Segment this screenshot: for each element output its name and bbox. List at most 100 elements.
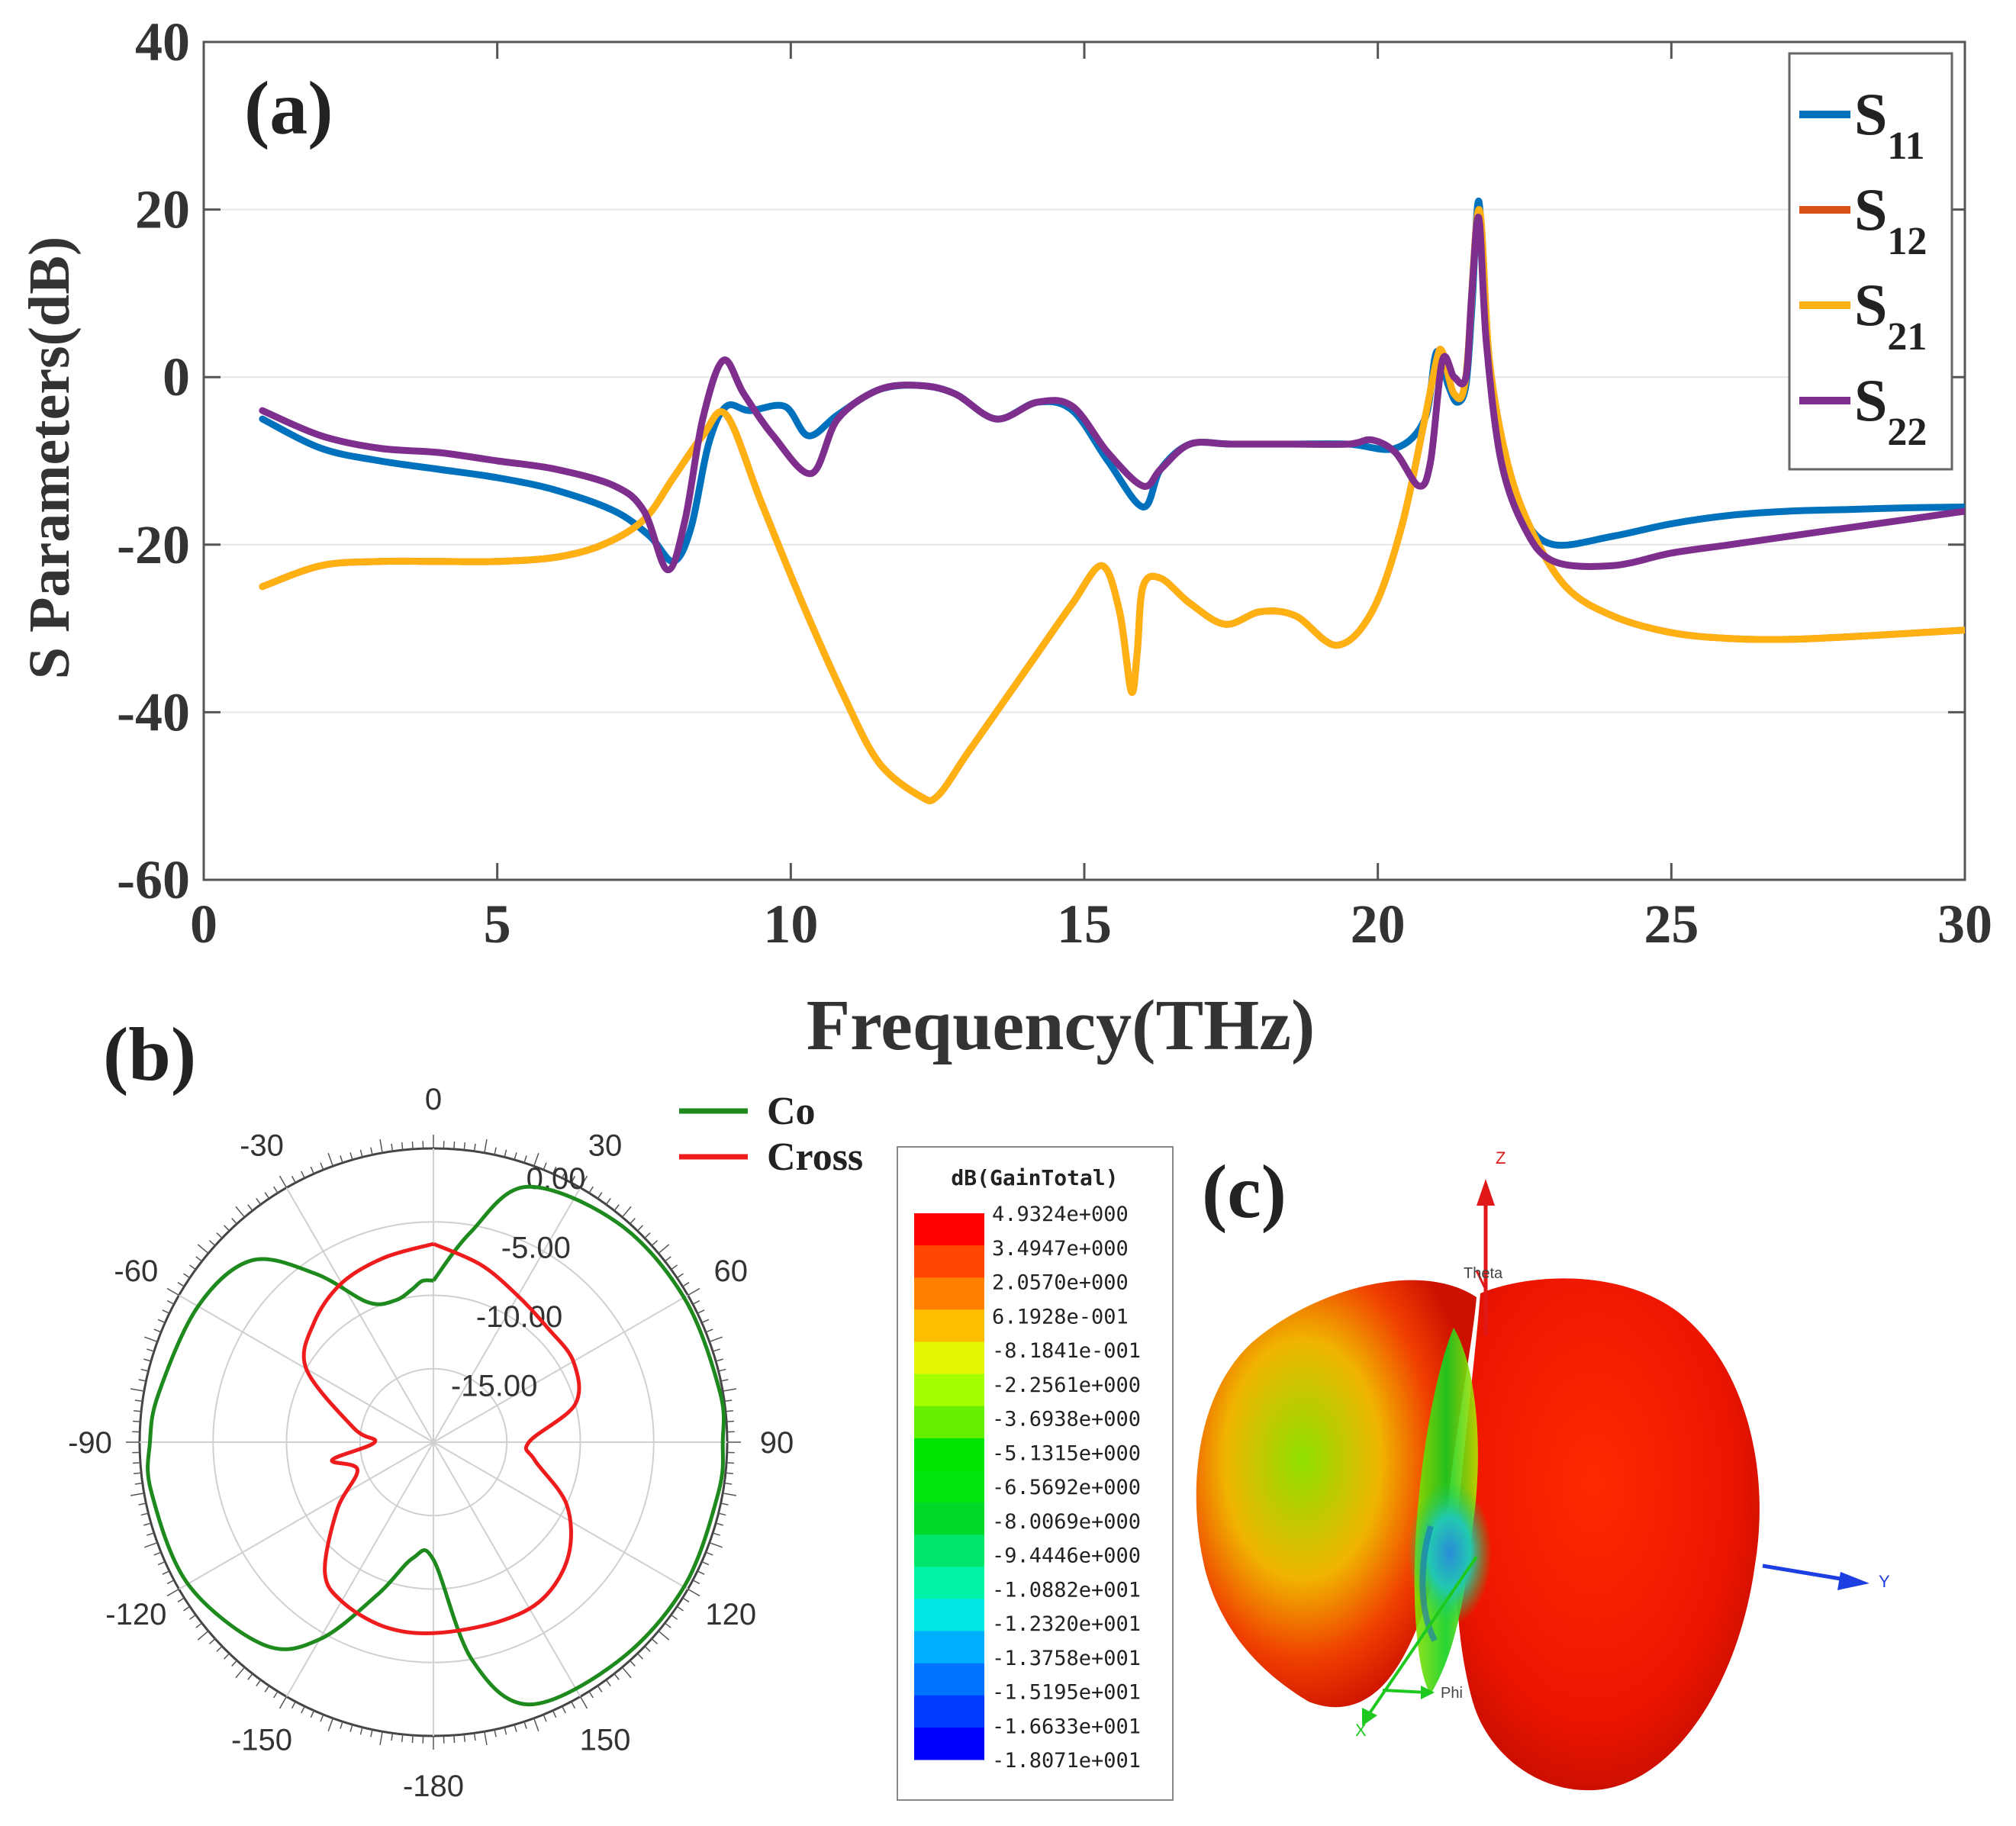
polar-tick-mark bbox=[153, 1551, 162, 1556]
polar-tick-mark bbox=[349, 1724, 353, 1732]
colorbar-tick-label: -3.6938e+000 bbox=[992, 1408, 1141, 1431]
polar-tick-mark bbox=[636, 1653, 643, 1660]
polar-tick-mark bbox=[140, 1512, 149, 1516]
y-tick-label: -40 bbox=[117, 681, 190, 742]
polar-tick-mark bbox=[484, 1138, 488, 1153]
polar-tick-mark bbox=[359, 1149, 363, 1158]
polar-tick-mark bbox=[310, 1710, 315, 1718]
polar-tick-mark bbox=[216, 1645, 223, 1652]
polar-tick-mark bbox=[197, 1630, 209, 1641]
theta-marker bbox=[1475, 1270, 1487, 1290]
polar-tick-mark bbox=[231, 1660, 237, 1667]
y-tick-label: 40 bbox=[135, 11, 190, 72]
polar-spoke bbox=[285, 1441, 434, 1697]
polar-tick-mark bbox=[279, 1175, 288, 1188]
polar-tick-mark bbox=[138, 1502, 147, 1506]
pattern-null-dimple bbox=[1408, 1480, 1492, 1625]
y-axis-arrowhead bbox=[1837, 1572, 1869, 1590]
polar-tick-mark bbox=[247, 1673, 253, 1680]
polar-curve-cross bbox=[301, 1241, 581, 1635]
polar-tick-mark bbox=[166, 1588, 179, 1597]
polar-tick-mark bbox=[671, 1264, 678, 1270]
polar-tick-mark bbox=[523, 1721, 527, 1729]
polar-tick-mark bbox=[720, 1379, 729, 1382]
polar-tick-mark bbox=[726, 1420, 735, 1422]
colorbar-title: dB(GainTotal) bbox=[951, 1165, 1118, 1190]
colorbar-tick-label: -8.0069e+000 bbox=[992, 1510, 1141, 1534]
polar-tick-mark bbox=[636, 1225, 643, 1232]
angle-tick-label: -120 bbox=[105, 1598, 166, 1631]
x-axis-label: Frequency(THz) bbox=[807, 986, 1316, 1065]
polar-tick-mark bbox=[301, 1705, 305, 1714]
polar-tick-mark bbox=[157, 1560, 166, 1566]
polar-spoke bbox=[433, 1187, 581, 1443]
radial-tick-labels: 0.00-5.00-10.00-15.00 bbox=[451, 1162, 586, 1403]
colorbar-swatch bbox=[914, 1309, 984, 1342]
polar-tick-mark bbox=[552, 1710, 557, 1718]
polar-tick-mark bbox=[562, 1171, 566, 1179]
colorbar-swatch bbox=[914, 1631, 984, 1664]
polar-tick-mark bbox=[676, 1605, 684, 1612]
polar-tick-mark bbox=[224, 1225, 230, 1232]
polar-tick-mark bbox=[183, 1605, 191, 1612]
polar-tick-mark bbox=[697, 1570, 705, 1575]
polar-tick-mark bbox=[183, 1273, 191, 1279]
colorbar-swatches bbox=[914, 1213, 984, 1760]
polar-tick-mark bbox=[235, 1206, 246, 1218]
colorbar-swatch bbox=[914, 1438, 984, 1471]
polar-tick-mark bbox=[379, 1138, 383, 1153]
polar-tick-mark bbox=[157, 1319, 166, 1324]
polar-tick-mark bbox=[301, 1171, 305, 1179]
polar-tick-mark bbox=[504, 1727, 507, 1735]
polar-tick-mark bbox=[140, 1368, 149, 1372]
polar-tick-mark bbox=[688, 1287, 700, 1296]
polar-tick-mark bbox=[658, 1244, 670, 1254]
colorbar-tick-label: 2.0570e+000 bbox=[992, 1271, 1129, 1295]
panel-label-b: (b) bbox=[103, 1012, 196, 1097]
polar-tick-mark bbox=[588, 1186, 594, 1193]
polar-tick-mark bbox=[723, 1493, 737, 1496]
panel-label-a: (a) bbox=[244, 66, 333, 150]
polar-tick-mark bbox=[370, 1147, 373, 1155]
y-axis-label: S Parameters(dB) bbox=[18, 237, 82, 679]
y-tick-labels: -60 -40 -20 0 20 40 bbox=[117, 11, 190, 910]
polar-tick-mark bbox=[709, 1541, 723, 1548]
polar-tick-mark bbox=[543, 1162, 547, 1171]
colorbar-tick-label: 6.1928e-001 bbox=[992, 1305, 1129, 1328]
polar-tick-mark bbox=[712, 1348, 720, 1352]
x-tick-labels: 0 5 10 15 20 25 30 bbox=[190, 894, 1992, 955]
pattern-curves bbox=[146, 1184, 726, 1707]
dimple-shadow bbox=[1419, 1525, 1438, 1642]
radial-tick-label: -5.00 bbox=[501, 1232, 571, 1265]
colorbar-tick-label: -1.6633e+001 bbox=[992, 1715, 1141, 1738]
polar-tick-mark bbox=[715, 1358, 723, 1362]
polar-tick-mark bbox=[401, 1142, 404, 1151]
polar-tick-mark bbox=[195, 1256, 203, 1262]
polar-tick-mark bbox=[391, 1143, 394, 1151]
polar-tick-mark bbox=[724, 1399, 733, 1403]
polar-tick-mark bbox=[588, 1691, 594, 1699]
polar-tick-mark bbox=[208, 1638, 216, 1644]
colorbar: dB(GainTotal) 4.9324e+000 3.4947e+000 2.05… bbox=[897, 1146, 1174, 1801]
polar-tick-mark bbox=[494, 1147, 497, 1155]
polar-curve-co bbox=[146, 1184, 726, 1707]
polar-tick-mark bbox=[134, 1399, 143, 1403]
polar-tick-mark bbox=[208, 1240, 216, 1246]
polar-spoke bbox=[433, 1441, 688, 1590]
polar-tick-mark bbox=[514, 1152, 517, 1161]
polar-tick-mark bbox=[224, 1653, 230, 1660]
polar-tick-mark bbox=[264, 1192, 270, 1200]
polar-tick-mark bbox=[724, 1482, 733, 1485]
colorbar-swatch bbox=[914, 1535, 984, 1567]
polar-tick-mark bbox=[166, 1299, 175, 1305]
polar-tick-mark bbox=[712, 1532, 720, 1536]
polar-tick-mark bbox=[715, 1522, 723, 1526]
polar-tick-mark bbox=[676, 1273, 684, 1279]
polar-tick-mark bbox=[463, 1734, 466, 1742]
polar-tick-mark bbox=[682, 1282, 690, 1287]
polar-tick-mark bbox=[697, 1309, 705, 1314]
colorbar-tick-label: -1.2320e+001 bbox=[992, 1612, 1141, 1636]
polar-tick-mark bbox=[320, 1714, 324, 1722]
polar-tick-mark bbox=[613, 1204, 620, 1212]
